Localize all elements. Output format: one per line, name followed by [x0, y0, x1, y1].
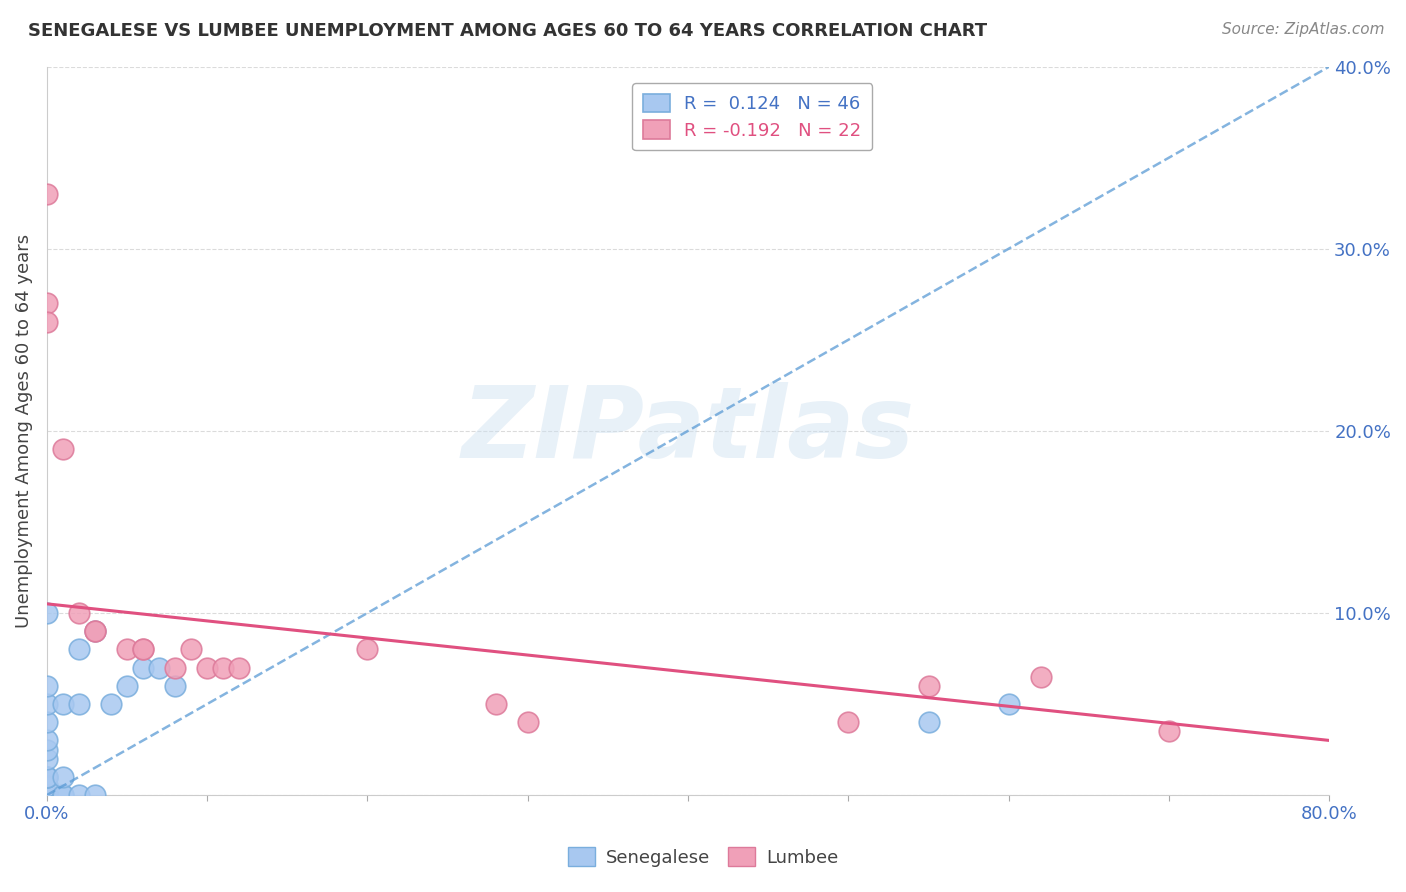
- Point: [115, 642, 138, 657]
- Point: [84, 788, 107, 802]
- Text: ZIPatlas: ZIPatlas: [461, 383, 915, 479]
- Point: [67, 788, 90, 802]
- Point: [52, 442, 75, 456]
- Point: [35, 788, 58, 802]
- Point: [35, 606, 58, 620]
- Point: [356, 642, 378, 657]
- Point: [35, 788, 58, 802]
- Point: [917, 679, 939, 693]
- Point: [132, 642, 155, 657]
- Point: [84, 624, 107, 639]
- Point: [35, 788, 58, 802]
- Point: [35, 779, 58, 793]
- Point: [35, 742, 58, 756]
- Point: [100, 697, 122, 711]
- Point: [1029, 670, 1052, 684]
- Point: [35, 788, 58, 802]
- Point: [35, 788, 58, 802]
- Point: [67, 606, 90, 620]
- Point: [35, 779, 58, 793]
- Point: [35, 788, 58, 802]
- Point: [132, 642, 155, 657]
- Point: [997, 697, 1019, 711]
- Point: [35, 679, 58, 693]
- Point: [52, 770, 75, 784]
- Point: [84, 624, 107, 639]
- Point: [917, 715, 939, 730]
- Point: [67, 642, 90, 657]
- Point: [84, 624, 107, 639]
- Point: [35, 697, 58, 711]
- Point: [35, 751, 58, 765]
- Point: [35, 788, 58, 802]
- Point: [228, 660, 250, 674]
- Point: [35, 788, 58, 802]
- Point: [35, 770, 58, 784]
- Y-axis label: Unemployment Among Ages 60 to 64 years: Unemployment Among Ages 60 to 64 years: [15, 234, 32, 628]
- Point: [52, 788, 75, 802]
- Text: SENEGALESE VS LUMBEE UNEMPLOYMENT AMONG AGES 60 TO 64 YEARS CORRELATION CHART: SENEGALESE VS LUMBEE UNEMPLOYMENT AMONG …: [28, 22, 987, 40]
- Point: [52, 788, 75, 802]
- Legend: R =  0.124   N = 46, R = -0.192   N = 22: R = 0.124 N = 46, R = -0.192 N = 22: [633, 83, 872, 151]
- Point: [180, 642, 202, 657]
- Point: [35, 187, 58, 202]
- Point: [115, 679, 138, 693]
- Point: [212, 660, 235, 674]
- Point: [35, 770, 58, 784]
- Point: [35, 770, 58, 784]
- Point: [35, 779, 58, 793]
- Legend: Senegalese, Lumbee: Senegalese, Lumbee: [561, 840, 845, 874]
- Point: [52, 697, 75, 711]
- Point: [35, 715, 58, 730]
- Point: [132, 660, 155, 674]
- Point: [35, 788, 58, 802]
- Point: [35, 296, 58, 310]
- Point: [485, 697, 508, 711]
- Point: [148, 660, 170, 674]
- Point: [35, 788, 58, 802]
- Point: [35, 788, 58, 802]
- Point: [35, 788, 58, 802]
- Point: [195, 660, 218, 674]
- Point: [35, 788, 58, 802]
- Point: [35, 788, 58, 802]
- Point: [165, 679, 187, 693]
- Point: [165, 660, 187, 674]
- Point: [35, 788, 58, 802]
- Point: [35, 788, 58, 802]
- Text: Source: ZipAtlas.com: Source: ZipAtlas.com: [1222, 22, 1385, 37]
- Point: [35, 314, 58, 328]
- Point: [67, 697, 90, 711]
- Point: [1157, 724, 1180, 739]
- Point: [35, 733, 58, 747]
- Point: [837, 715, 859, 730]
- Point: [516, 715, 538, 730]
- Point: [35, 788, 58, 802]
